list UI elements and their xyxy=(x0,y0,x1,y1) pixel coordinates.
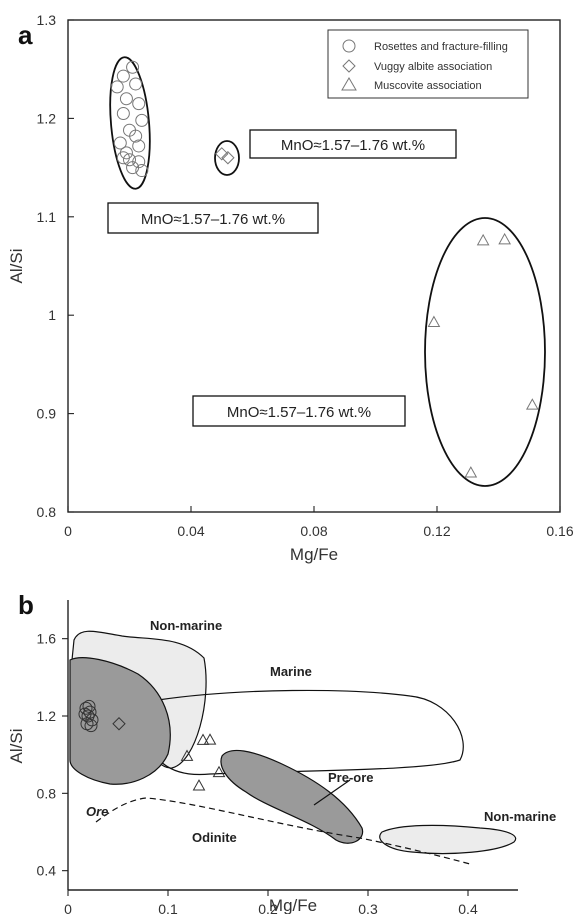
triangle-data-point xyxy=(525,398,539,410)
label-non-marine-lower: Non-marine xyxy=(484,809,556,824)
diamond-data-point xyxy=(221,151,235,165)
y-tick-label: 1.2 xyxy=(37,110,57,126)
panel-a: a 0 0.04 0.08 0.12 0.16 0.8 0.9 1 1.1 1.2 1.3 Mg/… xyxy=(7,12,574,564)
panel-b-x-axis-title: Mg/Fe xyxy=(269,896,317,914)
circle-data-point xyxy=(110,80,124,94)
y-tick-label: 0.4 xyxy=(37,863,57,879)
y-tick-label: 1.1 xyxy=(37,209,57,225)
diamond-data-point xyxy=(112,717,126,731)
callout-text-3: MnO≈1.57‒1.76 wt.% xyxy=(227,404,371,421)
triangle-data-point xyxy=(476,233,490,246)
panel-a-letter: a xyxy=(18,20,33,50)
non-marine-field-lower xyxy=(379,824,517,855)
y-tick-label: 0.9 xyxy=(37,406,57,422)
callout-box-2 xyxy=(107,202,319,234)
circle-data-point xyxy=(129,129,143,143)
x-tick-label: 0.08 xyxy=(300,523,327,539)
panel-a-data-points xyxy=(110,60,539,478)
legend-diamond-marker xyxy=(342,59,356,73)
label-pre-ore: Pre-ore xyxy=(328,770,374,785)
circle-data-point xyxy=(132,97,146,111)
label-odinite: Odinite xyxy=(192,830,237,845)
circle-data-point xyxy=(123,153,136,167)
legend-label-vuggy-albite: Vuggy albite association xyxy=(374,61,492,73)
callout-text-1: MnO≈1.57‒1.76 wt.% xyxy=(281,137,425,154)
circle-data-point xyxy=(116,151,130,165)
label-ore: Ore xyxy=(86,804,108,819)
panel-b-x-ticks: 0 0.1 0.2 0.3 0.4 xyxy=(64,890,478,914)
triangle-data-point xyxy=(192,779,206,791)
pre-ore-field xyxy=(220,749,364,844)
x-tick-label: 0.4 xyxy=(458,901,478,914)
y-tick-label: 1.6 xyxy=(37,631,57,647)
callout-box-3 xyxy=(192,395,406,427)
triangle-data-point xyxy=(464,466,478,478)
diamond-data-point xyxy=(215,147,229,161)
panel-a-y-ticks: 0.8 0.9 1 1.1 1.2 1.3 xyxy=(37,12,74,520)
x-tick-label: 0.04 xyxy=(177,523,204,539)
circle-data-point xyxy=(119,92,133,106)
legend-box xyxy=(327,29,529,99)
triangle-data-point xyxy=(203,733,217,745)
y-tick-label: 0.8 xyxy=(37,504,57,520)
x-tick-label: 0.3 xyxy=(358,901,378,914)
triangle-data-point xyxy=(180,749,194,761)
y-tick-label: 0.8 xyxy=(37,785,57,801)
y-tick-label: 1.3 xyxy=(37,12,57,28)
panel-b: b 0 0.1 0.2 0.3 0.4 0.4 0.8 1.2 1.6 Mg/Fe Al/Si… xyxy=(7,590,556,914)
triangle-data-point xyxy=(498,232,511,245)
pre-ore-leader-line xyxy=(313,779,351,806)
legend-label-rosettes: Rosettes and fracture-filling xyxy=(374,41,508,53)
panel-a-x-axis-title: Mg/Fe xyxy=(290,545,338,564)
odinite-trend-line xyxy=(95,797,471,865)
callout-text-2: MnO≈1.57‒1.76 wt.% xyxy=(141,211,285,228)
panel-a-legend: Rosettes and fracture-filling Vuggy albi… xyxy=(327,29,529,99)
x-tick-label: 0 xyxy=(64,901,72,914)
triangle-data-point xyxy=(427,315,441,327)
muscovite-group-ellipse xyxy=(424,217,546,487)
callout-box-1 xyxy=(249,129,457,159)
circle-data-point xyxy=(132,139,146,153)
circle-data-point xyxy=(135,164,149,178)
circle-data-point xyxy=(82,699,96,713)
triangle-data-point xyxy=(212,765,226,778)
triangle-data-point xyxy=(196,733,210,745)
panel-b-y-axis-title: Al/Si xyxy=(7,729,26,764)
circle-data-point xyxy=(78,707,92,721)
circle-data-point xyxy=(116,69,130,83)
circle-data-point xyxy=(116,106,130,120)
circle-data-point xyxy=(126,60,140,74)
label-non-marine-upper: Non-marine xyxy=(150,618,222,633)
panel-b-y-ticks: 0.4 0.8 1.2 1.6 xyxy=(37,631,68,879)
circle-data-point xyxy=(113,136,127,150)
rosettes-group-ellipse xyxy=(109,56,151,190)
ore-field xyxy=(69,657,171,785)
panel-b-data-points xyxy=(78,699,226,791)
x-tick-label: 0.12 xyxy=(423,523,450,539)
circle-data-point xyxy=(84,719,98,733)
label-marine: Marine xyxy=(270,664,312,679)
y-tick-label: 1 xyxy=(48,307,56,323)
legend-label-muscovite: Muscovite association xyxy=(374,80,482,92)
x-tick-label: 0.16 xyxy=(546,523,573,539)
legend-triangle-marker xyxy=(341,77,357,91)
legend-circle-marker xyxy=(342,39,356,53)
circle-data-point xyxy=(79,701,93,715)
x-tick-label: 0.2 xyxy=(258,901,278,914)
panel-a-x-ticks: 0 0.04 0.08 0.12 0.16 xyxy=(64,506,574,539)
panel-a-y-axis-title: Al/Si xyxy=(7,249,26,284)
y-tick-label: 1.2 xyxy=(37,708,57,724)
vuggy-albite-group-ellipse xyxy=(214,140,240,176)
circle-data-point xyxy=(81,709,95,723)
x-tick-label: 0 xyxy=(64,523,72,539)
panel-b-letter: b xyxy=(18,590,34,620)
circle-data-point xyxy=(135,113,149,127)
circle-data-point xyxy=(129,77,143,91)
x-tick-label: 0.1 xyxy=(158,901,178,914)
circle-data-point xyxy=(126,161,140,175)
